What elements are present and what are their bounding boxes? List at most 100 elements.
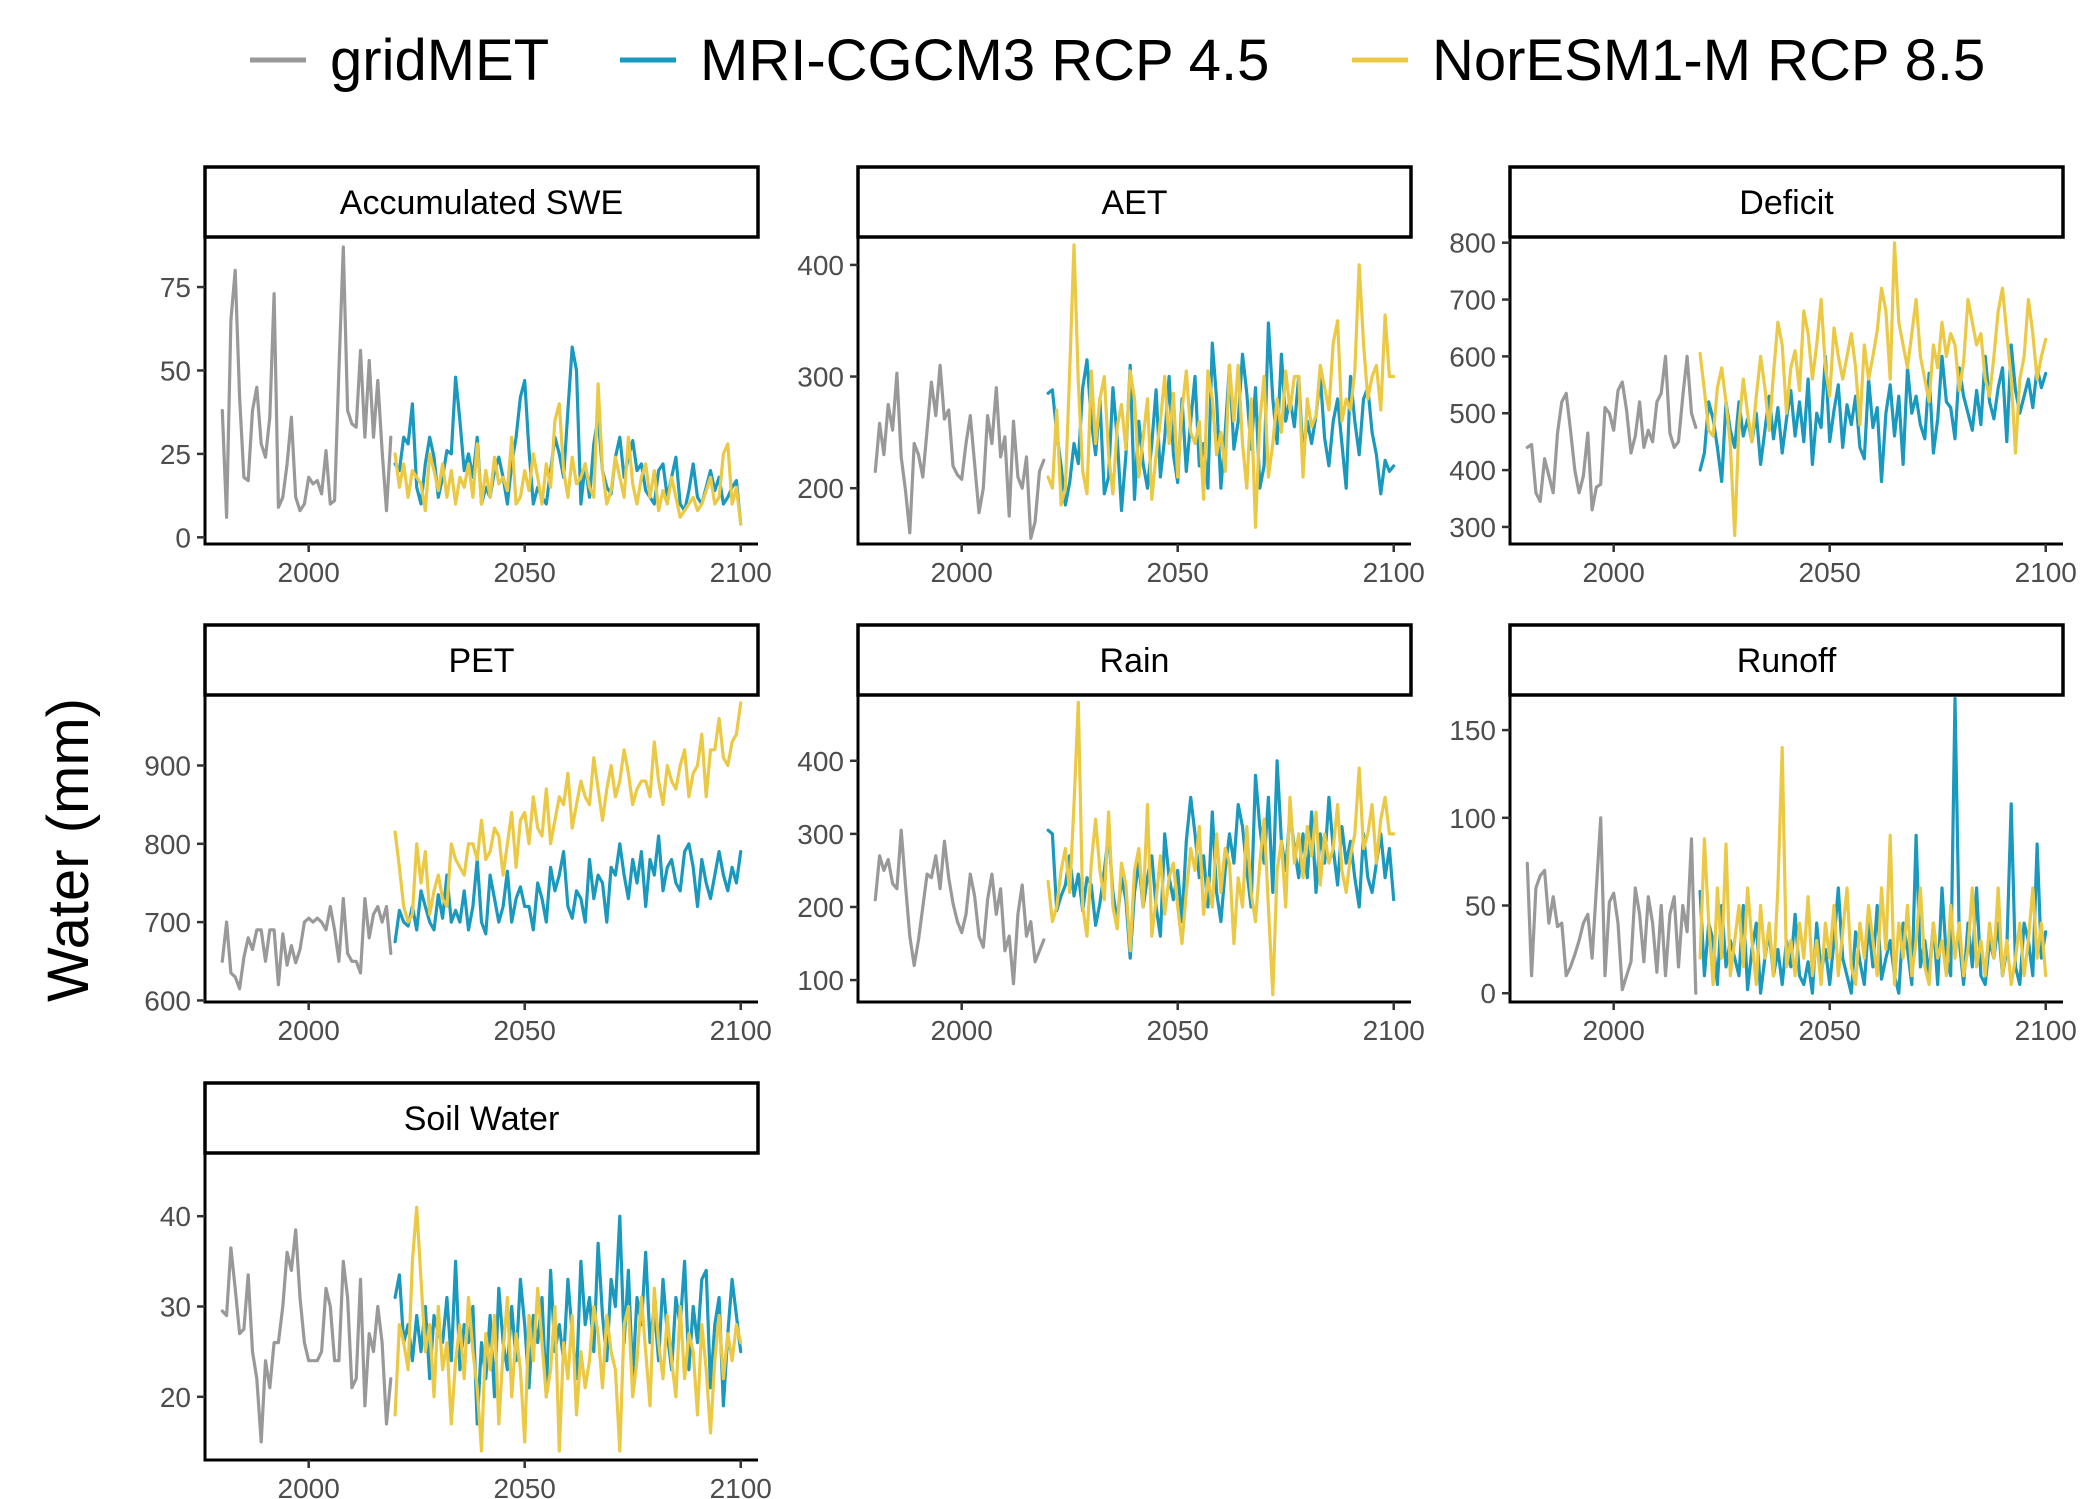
panel-rain: Rain 100 200 300 400 2000 2050 2100 xyxy=(797,623,1425,1046)
panel-series-deficit xyxy=(1525,241,2048,538)
panel-series-aet xyxy=(873,243,1396,541)
y-tick-label: 0 xyxy=(1480,978,1496,1009)
series-line-accumulated-swe-gridmet xyxy=(220,245,393,519)
series-line-aet-mri-cgcm3-rcp-4-5 xyxy=(1046,321,1396,513)
x-tick-label: 2050 xyxy=(1147,1015,1209,1046)
panel-strip-deficit xyxy=(1508,165,2065,239)
y-tick-label: 50 xyxy=(160,355,191,386)
series-line-rain-gridmet xyxy=(873,828,1046,986)
x-tick-label: 2100 xyxy=(1363,1015,1425,1046)
legend-label-mri-cgcm3-rcp-4-5: MRI-CGCM3 RCP 4.5 xyxy=(700,28,1269,93)
panel-title-deficit: Deficit xyxy=(1739,184,1834,222)
panel-runoff: Runoff 0 50 100 150 2000 2050 2100 xyxy=(1449,623,2077,1046)
legend-item-mri-cgcm3-rcp-4-5: MRI-CGCM3 RCP 4.5 xyxy=(620,28,1269,93)
panel-title-runoff: Runoff xyxy=(1737,642,1837,680)
y-tick-label: 400 xyxy=(797,746,844,777)
y-tick-label: 500 xyxy=(1449,398,1496,429)
legend-label-noresm1-m-rcp-8-5: NorESM1-M RCP 8.5 xyxy=(1432,28,1985,93)
y-tick-label: 200 xyxy=(797,473,844,504)
panel-accumulated-swe: Accumulated SWE 0 25 50 75 2000 2050 2100 xyxy=(160,165,772,588)
x-tick-label: 2000 xyxy=(1583,1015,1645,1046)
legend-item-gridmet: gridMET xyxy=(250,28,549,93)
x-tick-label: 2050 xyxy=(494,557,556,588)
panel-strip-soil-water xyxy=(203,1081,760,1155)
x-tick-label: 2000 xyxy=(278,557,340,588)
series-line-accumulated-swe-mri-cgcm3-rcp-4-5 xyxy=(393,345,743,526)
panel-series-rain xyxy=(873,700,1396,997)
x-tick-label: 2000 xyxy=(931,557,993,588)
x-tick-label: 2000 xyxy=(278,1473,340,1499)
panel-strip-rain xyxy=(856,623,1413,697)
legend-item-noresm1-m-rcp-8-5: NorESM1-M RCP 8.5 xyxy=(1352,28,1985,93)
y-tick-label: 800 xyxy=(144,829,191,860)
panel-title-rain: Rain xyxy=(1100,642,1170,680)
x-tick-label: 2100 xyxy=(1363,557,1425,588)
panel-series-runoff xyxy=(1525,696,2048,995)
series-line-runoff-noresm1-m-rcp-8-5 xyxy=(1698,745,2048,987)
panel-title-aet: AET xyxy=(1101,184,1167,222)
x-tick-label: 2000 xyxy=(1583,557,1645,588)
y-tick-label: 20 xyxy=(160,1382,191,1413)
y-tick-label: 300 xyxy=(797,819,844,850)
series-line-deficit-gridmet xyxy=(1525,354,1698,512)
series-line-soil-water-noresm1-m-rcp-8-5 xyxy=(393,1205,743,1453)
panel-strip-aet xyxy=(856,165,1413,239)
legend-label-gridmet: gridMET xyxy=(330,28,549,93)
x-tick-label: 2050 xyxy=(1799,1015,1861,1046)
panel-series-accumulated-swe xyxy=(220,245,743,526)
panel-series-pet xyxy=(220,701,743,991)
y-tick-label: 0 xyxy=(175,522,191,553)
series-line-pet-mri-cgcm3-rcp-4-5 xyxy=(393,834,743,944)
panel-deficit: Deficit 300 400 500 600 700 800 2000 2050 2100 xyxy=(1449,165,2077,588)
x-tick-label: 2050 xyxy=(1147,557,1209,588)
x-tick-label: 2000 xyxy=(278,1015,340,1046)
y-tick-label: 150 xyxy=(1449,715,1496,746)
y-tick-label: 900 xyxy=(144,750,191,781)
y-tick-label: 50 xyxy=(1465,891,1496,922)
panel-series-soil-water xyxy=(220,1205,743,1453)
legend: gridMET MRI-CGCM3 RCP 4.5 NorESM1-M RCP 8.… xyxy=(250,28,1985,93)
y-tick-label: 600 xyxy=(1449,341,1496,372)
series-line-rain-noresm1-m-rcp-8-5 xyxy=(1046,700,1396,997)
series-line-accumulated-swe-noresm1-m-rcp-8-5 xyxy=(393,382,743,526)
series-line-deficit-noresm1-m-rcp-8-5 xyxy=(1698,241,2048,538)
panel-title-pet: PET xyxy=(448,642,514,680)
panel-strip-runoff xyxy=(1508,623,2065,697)
x-tick-label: 2050 xyxy=(494,1473,556,1499)
y-tick-label: 30 xyxy=(160,1292,191,1323)
y-tick-label: 700 xyxy=(1449,285,1496,316)
series-line-pet-gridmet xyxy=(220,896,393,991)
y-tick-label: 600 xyxy=(144,985,191,1016)
panel-strip-accumulated-swe xyxy=(203,165,760,239)
series-line-soil-water-gridmet xyxy=(220,1228,393,1444)
y-tick-label: 40 xyxy=(160,1201,191,1232)
y-tick-label: 25 xyxy=(160,439,191,470)
x-tick-label: 2100 xyxy=(710,1015,772,1046)
y-tick-label: 75 xyxy=(160,272,191,303)
series-line-aet-gridmet xyxy=(873,363,1046,541)
x-tick-label: 2050 xyxy=(1799,557,1861,588)
series-line-aet-noresm1-m-rcp-8-5 xyxy=(1046,243,1396,529)
panel-aet: AET 200 300 400 2000 2050 2100 xyxy=(797,165,1425,588)
y-tick-label: 300 xyxy=(797,362,844,393)
x-tick-label: 2000 xyxy=(931,1015,993,1046)
panel-title-soil-water: Soil Water xyxy=(404,1100,560,1138)
panel-title-accumulated-swe: Accumulated SWE xyxy=(340,184,623,222)
y-tick-label: 200 xyxy=(797,892,844,923)
series-line-runoff-gridmet xyxy=(1525,816,1698,995)
x-tick-label: 2100 xyxy=(710,1473,772,1499)
x-tick-label: 2050 xyxy=(494,1015,556,1046)
y-axis-label: Water (mm) xyxy=(36,698,101,1002)
x-tick-label: 2100 xyxy=(2015,557,2077,588)
y-tick-label: 100 xyxy=(1449,803,1496,834)
y-tick-label: 800 xyxy=(1449,228,1496,259)
panel-strip-pet xyxy=(203,623,760,697)
series-line-soil-water-mri-cgcm3-rcp-4-5 xyxy=(393,1214,743,1426)
y-tick-label: 100 xyxy=(797,965,844,996)
x-tick-label: 2100 xyxy=(2015,1015,2077,1046)
y-tick-label: 400 xyxy=(797,250,844,281)
y-tick-label: 700 xyxy=(144,907,191,938)
